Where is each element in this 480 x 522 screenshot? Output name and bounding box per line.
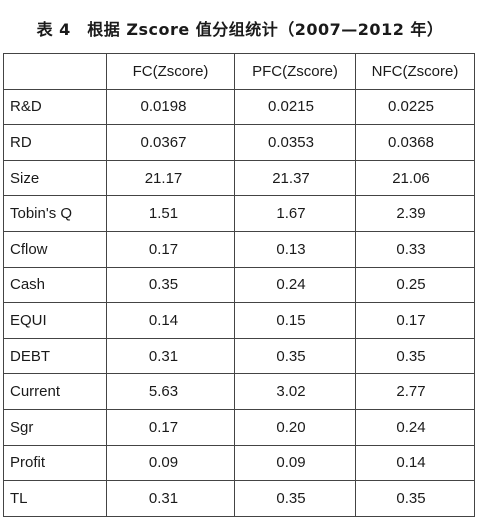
variable-name: RD (3, 124, 107, 161)
table-row: Sgr 0.17 0.20 0.24 (3, 408, 475, 446)
pfc-value: 21.37 (234, 159, 356, 197)
table-caption: 表 4 根据 Zscore 值分组统计（2007—2012 年） (36, 20, 444, 39)
fc-value: 0.14 (106, 302, 235, 339)
fc-value: 5.63 (106, 373, 235, 410)
pfc-value: 0.0353 (234, 124, 356, 161)
fc-value: 21.17 (106, 159, 235, 197)
header-row: FC(Zscore) PFC(Zscore) NFC(Zscore) (3, 53, 475, 90)
fc-value: 0.17 (106, 230, 235, 268)
nfc-value: 0.35 (355, 337, 475, 375)
fc-value: 1.51 (106, 195, 235, 232)
pfc-value: 1.67 (234, 195, 356, 232)
variable-name: Profit (3, 444, 107, 482)
table-row: Cflow 0.17 0.13 0.33 (3, 230, 475, 268)
fc-value: 0.31 (106, 480, 235, 517)
pfc-value: 0.0215 (234, 88, 356, 126)
fc-value: 0.09 (106, 444, 235, 482)
variable-name: R&D (3, 88, 107, 126)
nfc-value: 0.35 (355, 480, 475, 517)
nfc-value: 0.24 (355, 408, 475, 446)
fc-value: 0.31 (106, 337, 235, 375)
header-pfc: PFC(Zscore) (234, 53, 356, 90)
nfc-value: 21.06 (355, 159, 475, 197)
table-row: Tobin's Q 1.51 1.67 2.39 (3, 195, 475, 232)
nfc-value: 0.33 (355, 230, 475, 268)
table-row: RD 0.0367 0.0353 0.0368 (3, 124, 475, 161)
header-fc: FC(Zscore) (106, 53, 235, 90)
table-row: Current 5.63 3.02 2.77 (3, 373, 475, 410)
variable-name: TL (3, 480, 107, 517)
pfc-value: 0.09 (234, 444, 356, 482)
pfc-value: 0.13 (234, 230, 356, 268)
table-row: R&D 0.0198 0.0215 0.0225 (3, 88, 475, 126)
variable-name: Size (3, 159, 107, 197)
fc-value: 0.0198 (106, 88, 235, 126)
header-corner-cell (3, 53, 107, 90)
fc-value: 0.35 (106, 266, 235, 304)
variable-name: DEBT (3, 337, 107, 375)
variable-name: Cflow (3, 230, 107, 268)
pfc-value: 0.24 (234, 266, 356, 304)
nfc-value: 0.0368 (355, 124, 475, 161)
nfc-value: 2.39 (355, 195, 475, 232)
variable-name: Cash (3, 266, 107, 304)
table-row: Size 21.17 21.37 21.06 (3, 159, 475, 197)
fc-value: 0.17 (106, 408, 235, 446)
variable-name: Sgr (3, 408, 107, 446)
nfc-value: 0.17 (355, 302, 475, 339)
nfc-value: 0.25 (355, 266, 475, 304)
variable-name: Current (3, 373, 107, 410)
nfc-value: 2.77 (355, 373, 475, 410)
nfc-value: 0.14 (355, 444, 475, 482)
pfc-value: 0.20 (234, 408, 356, 446)
pfc-value: 3.02 (234, 373, 356, 410)
pfc-value: 0.35 (234, 337, 356, 375)
table-row: TL 0.31 0.35 0.35 (3, 480, 475, 517)
variable-name: Tobin's Q (3, 195, 107, 232)
header-nfc: NFC(Zscore) (355, 53, 475, 90)
table-row: Profit 0.09 0.09 0.14 (3, 444, 475, 482)
pfc-value: 0.15 (234, 302, 356, 339)
fc-value: 0.0367 (106, 124, 235, 161)
table-row: EQUI 0.14 0.15 0.17 (3, 302, 475, 339)
table-row: DEBT 0.31 0.35 0.35 (3, 337, 475, 375)
table-row: Cash 0.35 0.24 0.25 (3, 266, 475, 304)
variable-name: EQUI (3, 302, 107, 339)
zscore-group-statistics-table: FC(Zscore) PFC(Zscore) NFC(Zscore) R&D 0… (3, 53, 475, 517)
nfc-value: 0.0225 (355, 88, 475, 126)
pfc-value: 0.35 (234, 480, 356, 517)
